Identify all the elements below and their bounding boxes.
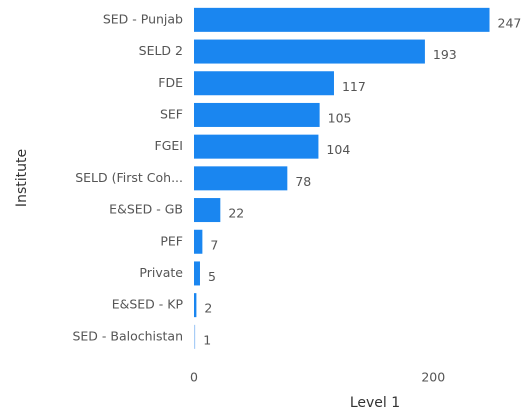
value-label: 193 [433,47,457,62]
x-tick-label: 0 [190,370,198,385]
value-label: 104 [326,142,350,157]
value-label: 105 [328,110,352,125]
value-label: 7 [210,237,218,252]
bar [194,293,197,318]
value-label: 117 [342,79,366,94]
y-tick-label: E&SED - GB [109,202,183,217]
x-tick-label: 200 [421,370,445,385]
y-tick-label: SED - Balochistan [72,328,183,343]
bar [194,229,203,254]
bar [194,39,425,64]
y-tick-label: SELD 2 [139,43,183,58]
bar [194,71,334,96]
value-label: 2 [204,301,212,316]
y-tick-label: FDE [158,75,183,90]
value-label: 22 [228,206,244,221]
bar [194,261,200,286]
y-tick-label: FGEI [155,138,183,153]
y-tick-label: PEF [160,233,183,248]
value-label: 247 [498,15,522,30]
y-tick-label: SED - Punjab [103,11,183,26]
bar [194,198,221,223]
x-axis-title: Level 1 [350,395,400,411]
bar [194,134,319,159]
y-tick-label: SEF [160,106,183,121]
value-label: 5 [208,269,216,284]
y-tick-label: Private [139,265,183,280]
y-axis-title: Institute [14,149,30,207]
bar [194,102,320,127]
y-tick-label: E&SED - KP [112,297,184,312]
value-label: 78 [295,174,311,189]
bar [194,166,288,191]
value-label: 1 [203,332,211,347]
y-tick-label: SELD (First Coh... [75,170,183,185]
bar [194,7,490,32]
bar [194,324,196,349]
